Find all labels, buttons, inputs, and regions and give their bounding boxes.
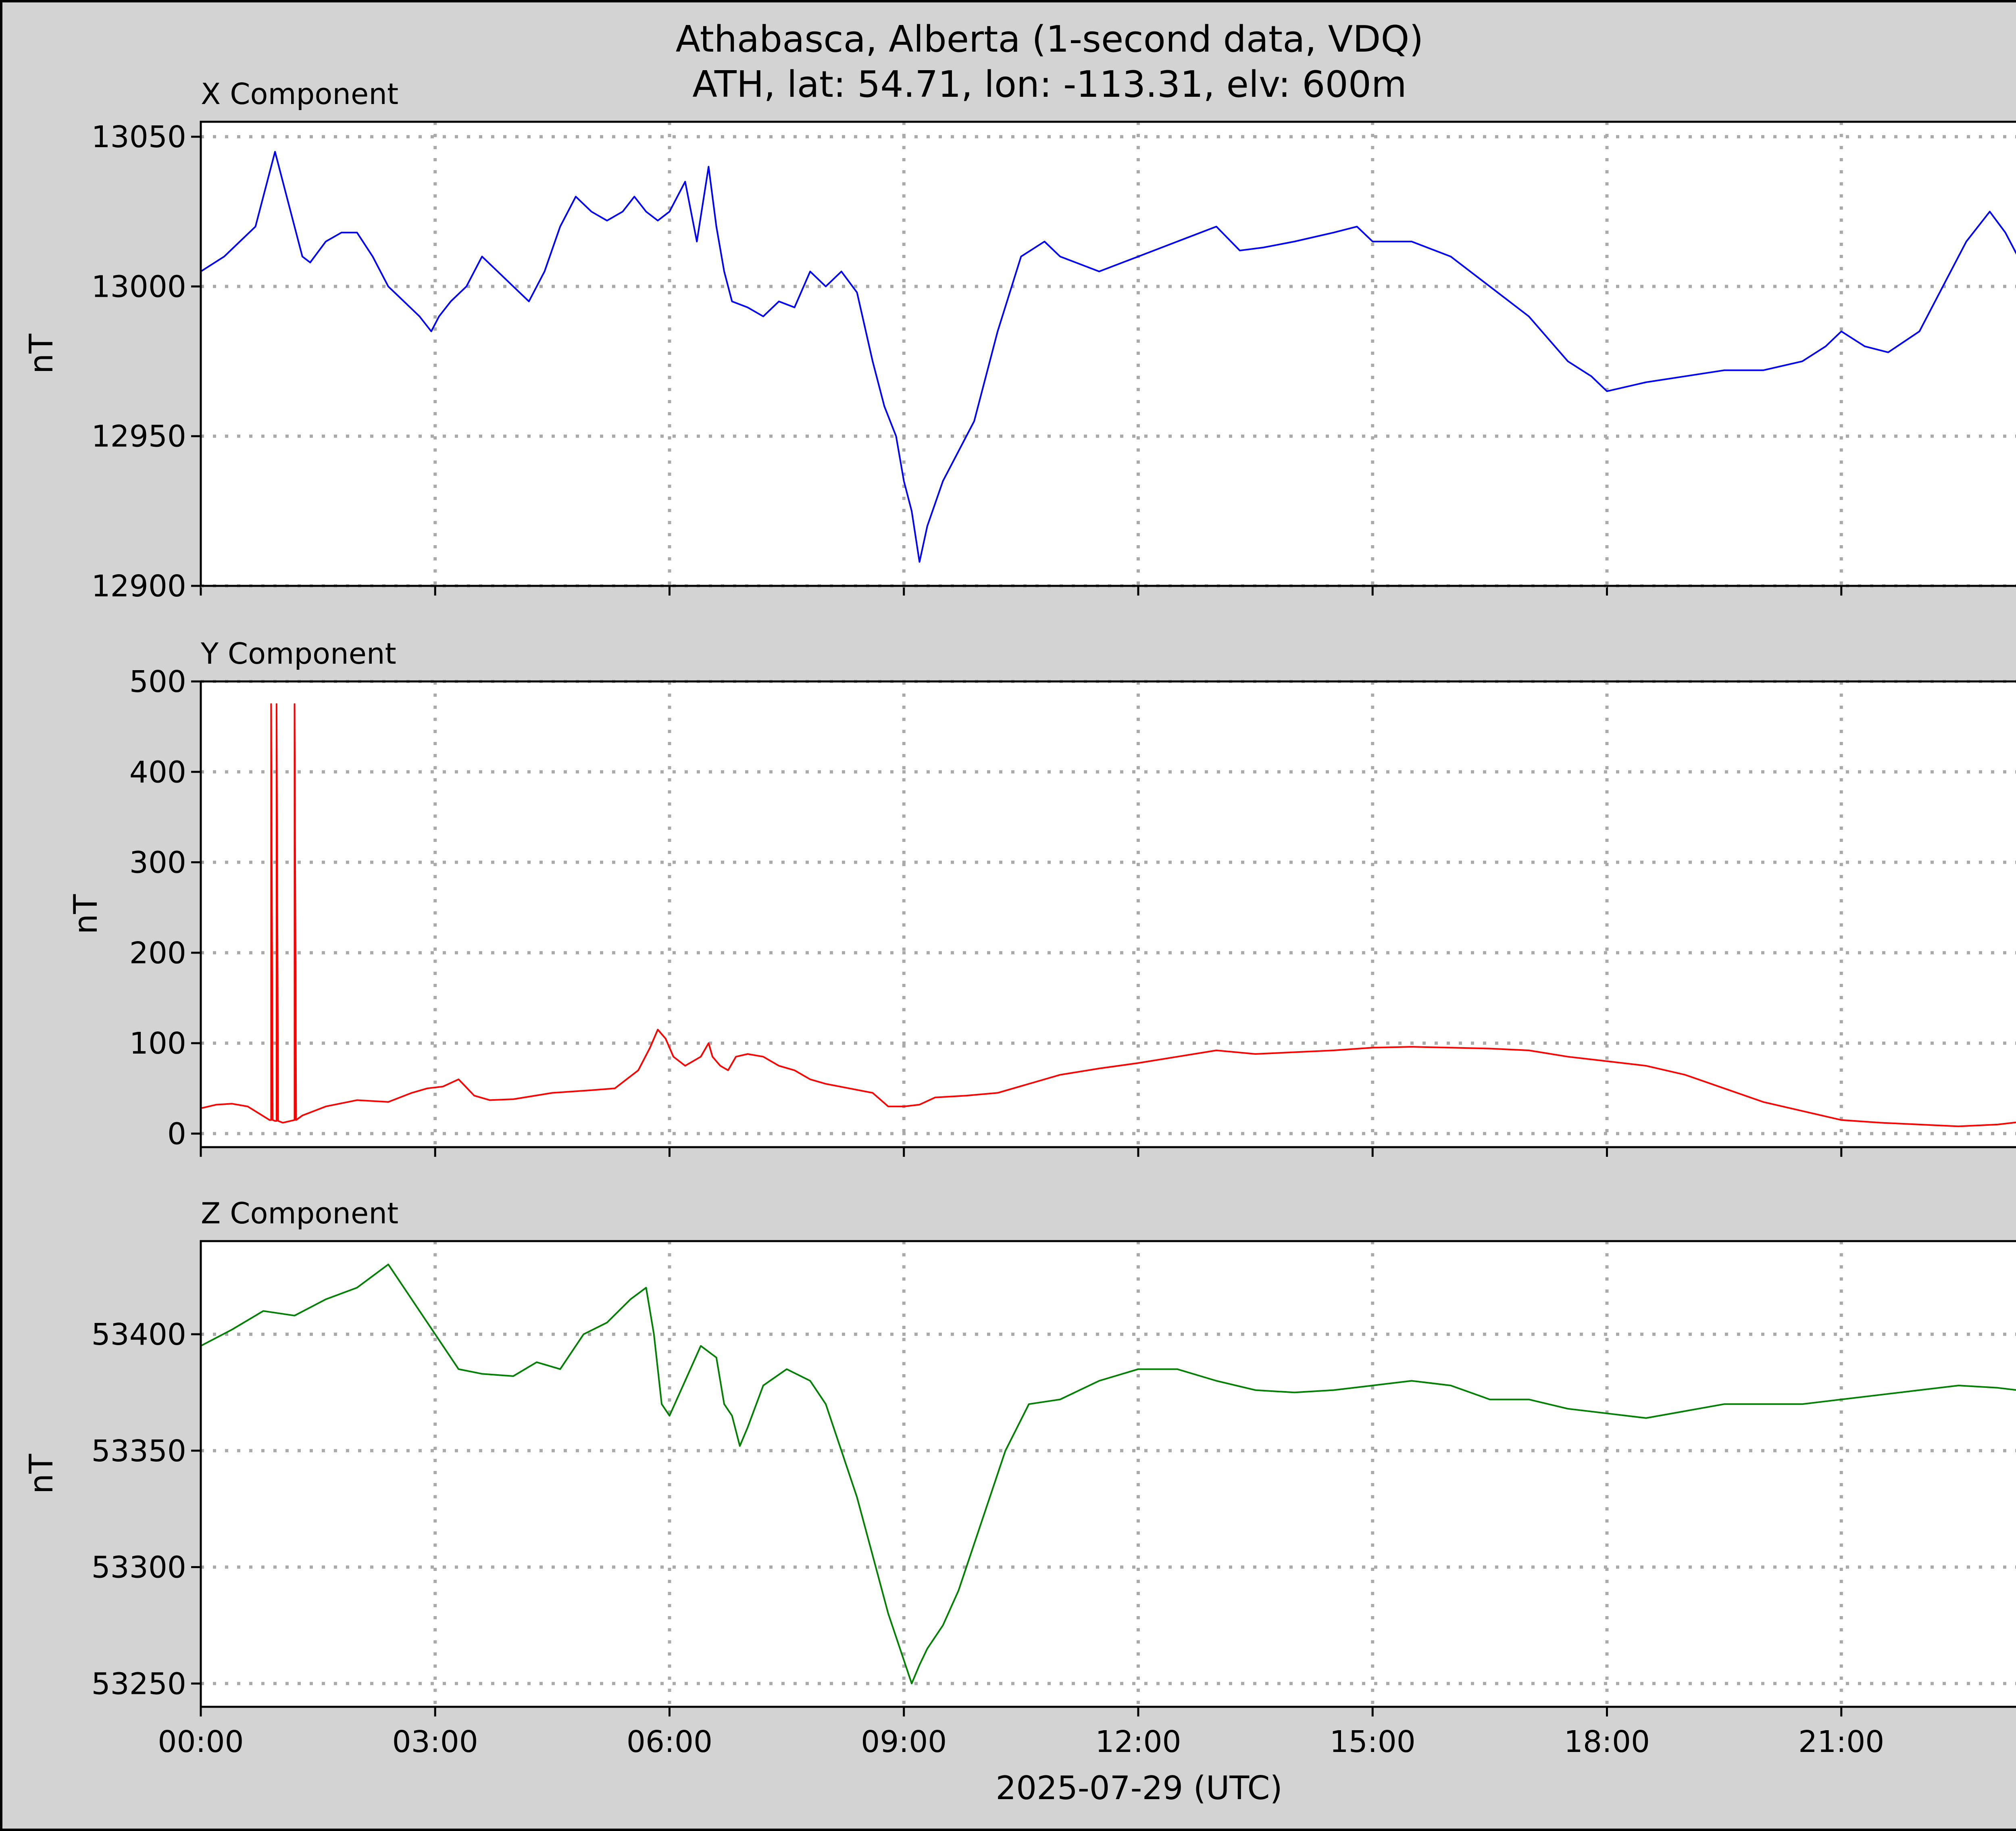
y-tick-label: 500 [129,664,186,699]
y-tick-label: 13050 [92,120,186,154]
axes-frame [200,121,2016,587]
x-tick-label: 00:00 [158,1725,244,1759]
panels: 12900 12950 13000 13050 X Component nT 0 100 200… [23,77,2016,1759]
series-line [201,704,2016,1126]
plot-area [201,122,2016,586]
y-axis-label: nT [67,894,104,935]
y-axis-label: nT [23,333,60,374]
series-line [201,152,2016,562]
x-tick-label: 06:00 [627,1725,712,1759]
x-tick-label: 09:00 [861,1725,947,1759]
y-tick-label: 300 [129,846,186,880]
y-tick-label: 400 [129,755,186,789]
x-axis-label: 2025-07-29 (UTC) [996,1769,1282,1807]
y-axis-label: nT [23,1454,60,1494]
y-tick-label: 12950 [92,419,186,454]
y-tick-label: 53300 [92,1550,186,1585]
y-tick-label: 53400 [92,1317,186,1352]
axes-frame [200,1240,2016,1708]
panel-3: 00:00 03:00 06:00 09:00 12:00 15:00 18:00 21:00… [23,1196,2016,1759]
figure-title-line2: ATH, lat: 54.71, lon: -113.31, elv: 600m [692,63,1406,106]
y-tick-label: 100 [129,1026,186,1061]
plot-area [201,681,2016,1147]
panel-2: 0 100 200 300 400 500 Y Component nT [67,637,2016,1157]
x-tick-label: 18:00 [1564,1725,1650,1759]
panel-title: X Component [201,77,398,111]
figure-title-line1: Athabasca, Alberta (1-second data, VDQ) [676,18,1424,60]
plot-area [201,1241,2016,1707]
x-tick-label: 21:00 [1798,1725,1884,1759]
y-tick-label: 53350 [92,1434,186,1469]
y-tick-label: 53250 [92,1666,186,1701]
panel-title: Z Component [201,1196,398,1230]
panel-title: Y Component [200,637,396,671]
y-tick-label: 200 [129,936,186,971]
y-tick-label: 12900 [92,569,186,604]
panel-1: 12900 12950 13000 13050 X Component nT [23,77,2016,604]
y-tick-label: 13000 [92,269,186,304]
x-tick-label: 12:00 [1095,1725,1181,1759]
series-line [201,1264,2016,1683]
axes-frame [200,680,2016,1148]
x-tick-label: 03:00 [392,1725,478,1759]
x-tick-label: 15:00 [1330,1725,1416,1759]
y-tick-label: 0 [167,1117,186,1151]
